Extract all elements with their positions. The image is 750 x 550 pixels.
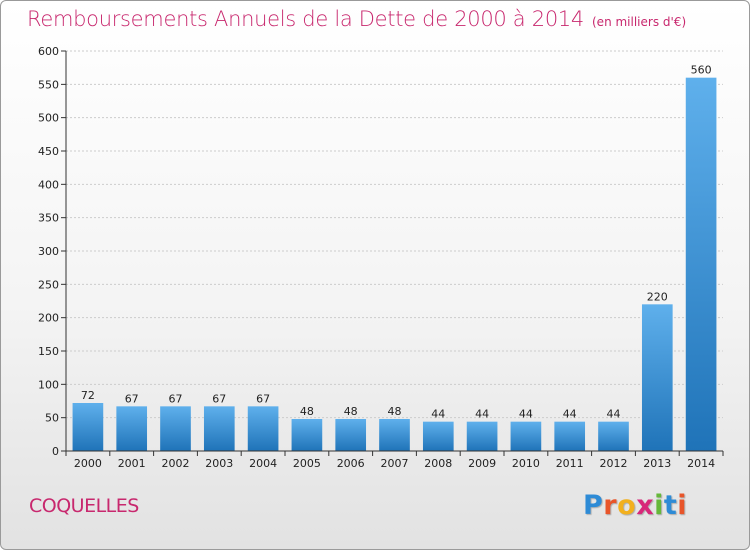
y-tick-label: 300: [38, 245, 59, 258]
brand-letter: r: [603, 490, 618, 521]
y-tick-label: 0: [52, 445, 59, 458]
y-tick-label: 50: [45, 412, 59, 425]
bar-value-label: 67: [212, 392, 226, 405]
bar-value-label: 44: [431, 408, 445, 421]
y-tick-label: 500: [38, 112, 59, 125]
x-tick-label: 2010: [512, 457, 540, 470]
y-tick-label: 200: [38, 312, 59, 325]
bar-value-label: 48: [388, 405, 402, 418]
y-tick-label: 350: [38, 212, 59, 225]
x-tick-label: 2011: [556, 457, 584, 470]
chart-title-text: Remboursements Annuels de la Dette de 20…: [27, 7, 584, 31]
bars: 72 67 67 67 67 48 48 48 44 44 44 44 44 220 560: [72, 64, 717, 452]
y-tick-label: 600: [38, 45, 59, 58]
x-tick-label: 2000: [74, 457, 102, 470]
place-name: COQUELLES: [29, 495, 139, 517]
bar: [203, 406, 235, 451]
brand-logo: Proxiti: [583, 490, 687, 521]
x-tick-label: 2005: [293, 457, 321, 470]
y-tick-label: 250: [38, 278, 59, 291]
y-tick-label: 550: [38, 78, 59, 91]
bar: [247, 406, 279, 451]
y-tick-label: 100: [38, 378, 59, 391]
grid-lines: [66, 50, 723, 452]
bar: [160, 406, 191, 451]
bar-value-label: 67: [169, 392, 183, 405]
x-axis: 2000 2001 2002 2003 2004 2005 2006 2007 2008 2009…: [65, 450, 724, 470]
x-tick-label: 2007: [381, 457, 409, 470]
bar: [641, 304, 673, 451]
x-tick-label: 2008: [424, 457, 452, 470]
bar: [466, 421, 498, 451]
x-tick-label: 2006: [337, 457, 365, 470]
bar: [379, 419, 410, 451]
x-tick-label: 2003: [205, 457, 233, 470]
y-tick-label: 400: [38, 178, 59, 191]
bar-value-label: 220: [647, 290, 668, 303]
brand-letter: x: [636, 490, 655, 521]
chart-unit: (en milliers d'€): [592, 15, 687, 29]
bar-value-label: 44: [519, 408, 533, 421]
brand-letter: o: [617, 490, 637, 521]
bar: [335, 419, 367, 451]
brand-letter: i: [654, 490, 664, 521]
bar-value-label: 560: [691, 64, 712, 77]
brand-letter: P: [583, 490, 604, 521]
bar-value-label: 67: [256, 392, 270, 405]
y-axis: 0 50 100 150 200 250 300 350 400 450 500 550 600: [38, 45, 67, 458]
bar: [598, 421, 629, 451]
brand-letter: t: [663, 490, 678, 521]
brand-letter: i: [677, 490, 688, 521]
bar: [554, 421, 586, 451]
x-tick-label: 2004: [249, 457, 277, 470]
bar-value-label: 67: [125, 392, 139, 405]
x-tick-label: 2013: [643, 457, 671, 470]
bar: [510, 421, 542, 451]
bar-value-label: 44: [563, 408, 577, 421]
x-tick-label: 2014: [687, 457, 715, 470]
bar-value-label: 48: [300, 405, 314, 418]
bar: [685, 77, 717, 452]
chart-title: Remboursements Annuels de la Dette de 20…: [27, 7, 686, 31]
x-tick-label: 2002: [162, 457, 190, 470]
y-tick-label: 150: [38, 345, 59, 358]
bar-value-label: 72: [81, 389, 95, 402]
bar-value-label: 48: [344, 405, 358, 418]
x-tick-label: 2012: [600, 457, 628, 470]
bar: [422, 421, 454, 451]
x-tick-label: 2009: [468, 457, 496, 470]
bar-value-label: 44: [607, 408, 621, 421]
bar: [72, 403, 104, 451]
bar: [116, 406, 148, 451]
y-tick-label: 450: [38, 145, 59, 158]
x-tick-label: 2001: [118, 457, 146, 470]
bar-value-label: 44: [475, 408, 489, 421]
bar: [291, 419, 323, 451]
